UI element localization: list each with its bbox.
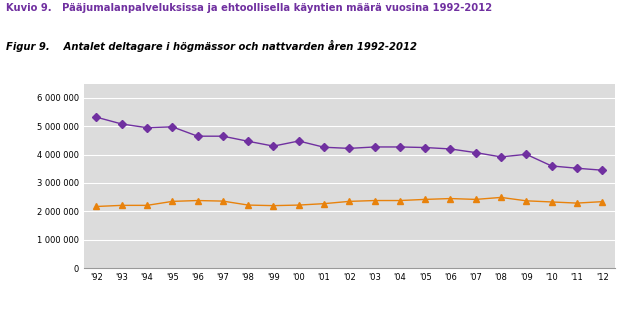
Text: Kuvio 9.   Pääjumalanpalveluksissa ja ehtoollisella käyntien määrä vuosina 1992-: Kuvio 9. Pääjumalanpalveluksissa ja ehto… bbox=[6, 3, 492, 13]
Text: Figur 9.    Antalet deltagare i högmässor och nattvarden åren 1992-2012: Figur 9. Antalet deltagare i högmässor o… bbox=[6, 40, 417, 52]
